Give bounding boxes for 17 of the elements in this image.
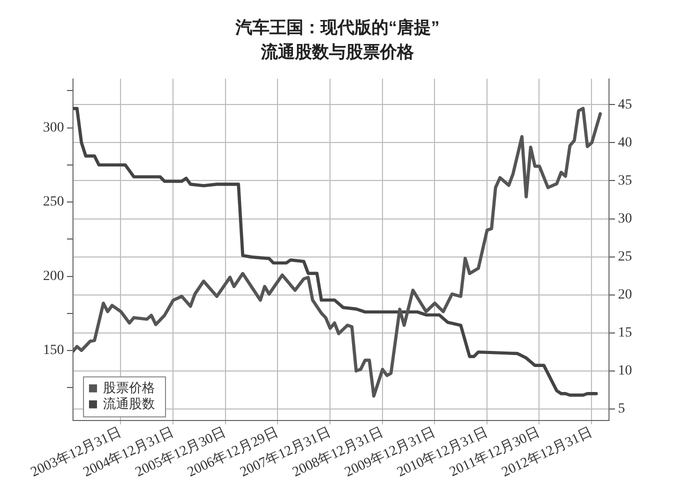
y-tick-label: 200	[43, 268, 64, 284]
y2-tick-label: 25	[618, 249, 632, 264]
y-tick-label: 150	[43, 343, 64, 358]
chart-subtitle: 流通股数与股票价格	[260, 42, 415, 62]
y-tick-label: 300	[43, 120, 64, 136]
y2-tick-label: 40	[618, 135, 632, 150]
y2-tick-label: 15	[618, 326, 632, 341]
legend-label: 股票价格	[103, 380, 155, 395]
y2-tick-label: 10	[618, 364, 632, 379]
y2-tick-label: 45	[618, 97, 632, 112]
y2-tick-label: 35	[618, 173, 632, 188]
y-tick-label: 250	[43, 194, 64, 210]
chart-title: 汽车王国：现代版的“唐提”	[234, 18, 440, 37]
legend-label: 流通股数	[103, 396, 155, 411]
y2-tick-label: 30	[618, 211, 632, 226]
y2-tick-label: 20	[618, 288, 632, 303]
y2-tick-label: 5	[618, 402, 625, 417]
